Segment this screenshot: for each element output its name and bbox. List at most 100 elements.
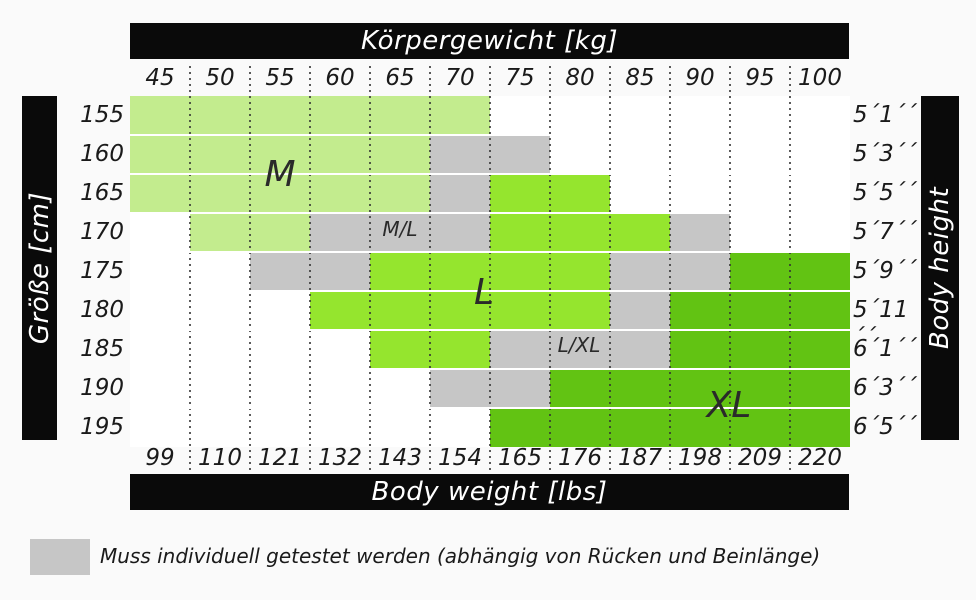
size-cell (610, 408, 670, 447)
tick-label-kg: 55 (265, 65, 295, 91)
tick-label-ft: 6´5´´ (853, 414, 917, 440)
size-cell (430, 96, 490, 135)
size-cell (670, 135, 730, 174)
size-cell (490, 174, 550, 213)
size-cell (190, 135, 250, 174)
tick-label-kg: 90 (685, 65, 715, 91)
size-cell (550, 135, 610, 174)
size-cell (550, 213, 610, 252)
size-cell (430, 291, 490, 330)
tick-label-cm: 175 (80, 258, 124, 284)
size-cell (370, 96, 430, 135)
size-cell (610, 330, 670, 369)
tick-label-ft: 5´3´´ (853, 141, 917, 167)
size-cell (550, 330, 610, 369)
size-cell (430, 135, 490, 174)
tick-label-lbs: 110 (198, 445, 242, 471)
size-cell (370, 408, 430, 447)
size-cell (370, 369, 430, 408)
tick-label-cm: 185 (80, 336, 124, 362)
size-cell (190, 96, 250, 135)
tick-label-cm: 160 (80, 141, 124, 167)
size-cell (430, 330, 490, 369)
tick-label-lbs: 121 (258, 445, 302, 471)
size-region-label: XL (705, 385, 752, 426)
size-cell (610, 252, 670, 291)
size-cell (490, 135, 550, 174)
size-cell (730, 369, 790, 408)
tick-label-ft: 5´5´´ (853, 180, 917, 206)
size-cell (130, 330, 190, 369)
left-axis-title: Größe [cm] (22, 96, 57, 440)
size-cell (790, 408, 850, 447)
size-cell (250, 135, 310, 174)
size-cell (610, 174, 670, 213)
size-cell (790, 174, 850, 213)
bottom-axis-title: Body weight [lbs] (130, 474, 849, 510)
tick-label-cm: 190 (80, 375, 124, 401)
size-cell (610, 291, 670, 330)
tick-label-cm: 170 (80, 219, 124, 245)
tick-label-cm: 180 (80, 297, 124, 323)
size-cell (610, 96, 670, 135)
tick-label-ft: 5´7´´ (853, 219, 917, 245)
tick-label-kg: 45 (145, 65, 175, 91)
size-cell (730, 213, 790, 252)
size-cell (130, 252, 190, 291)
size-cell (370, 135, 430, 174)
size-cell (310, 96, 370, 135)
size-cell (250, 252, 310, 291)
tick-label-lbs: 154 (438, 445, 482, 471)
size-cell (730, 135, 790, 174)
size-cell (670, 330, 730, 369)
tick-label-lbs: 165 (498, 445, 542, 471)
size-cell (250, 369, 310, 408)
tick-label-lbs: 209 (738, 445, 782, 471)
tick-label-kg: 85 (625, 65, 655, 91)
size-cell (250, 408, 310, 447)
size-cell (550, 291, 610, 330)
size-cell (310, 135, 370, 174)
size-cell (310, 408, 370, 447)
size-cell (130, 96, 190, 135)
size-cell (670, 96, 730, 135)
size-cell (670, 252, 730, 291)
size-cell (430, 213, 490, 252)
tick-label-cm: 195 (80, 414, 124, 440)
size-cell (370, 252, 430, 291)
size-cell (670, 213, 730, 252)
tick-label-kg: 95 (745, 65, 775, 91)
size-cell (310, 330, 370, 369)
size-cell (790, 135, 850, 174)
size-cell (190, 330, 250, 369)
size-cell (490, 213, 550, 252)
size-cell (490, 96, 550, 135)
size-cell (130, 213, 190, 252)
tick-label-ft: 5´9´´ (853, 258, 917, 284)
size-cell (250, 213, 310, 252)
tick-label-kg: 65 (385, 65, 415, 91)
size-cell (490, 252, 550, 291)
size-cell (550, 408, 610, 447)
size-cell (250, 291, 310, 330)
size-cell (550, 96, 610, 135)
tick-label-kg: 60 (325, 65, 355, 91)
size-cell (310, 252, 370, 291)
size-cell (310, 369, 370, 408)
size-region-label: L/XL (558, 333, 601, 357)
size-cell (370, 291, 430, 330)
tick-label-kg: 75 (505, 65, 535, 91)
tick-label-kg: 50 (205, 65, 235, 91)
size-cell (430, 369, 490, 408)
size-cell (190, 252, 250, 291)
size-cell (790, 291, 850, 330)
top-axis-title: Körpergewicht [kg] (130, 23, 849, 59)
size-cell (490, 330, 550, 369)
size-cell (190, 408, 250, 447)
size-cell (430, 252, 490, 291)
size-cell (730, 291, 790, 330)
size-cell (190, 174, 250, 213)
size-cell (730, 174, 790, 213)
size-cell (250, 96, 310, 135)
size-cell (550, 252, 610, 291)
